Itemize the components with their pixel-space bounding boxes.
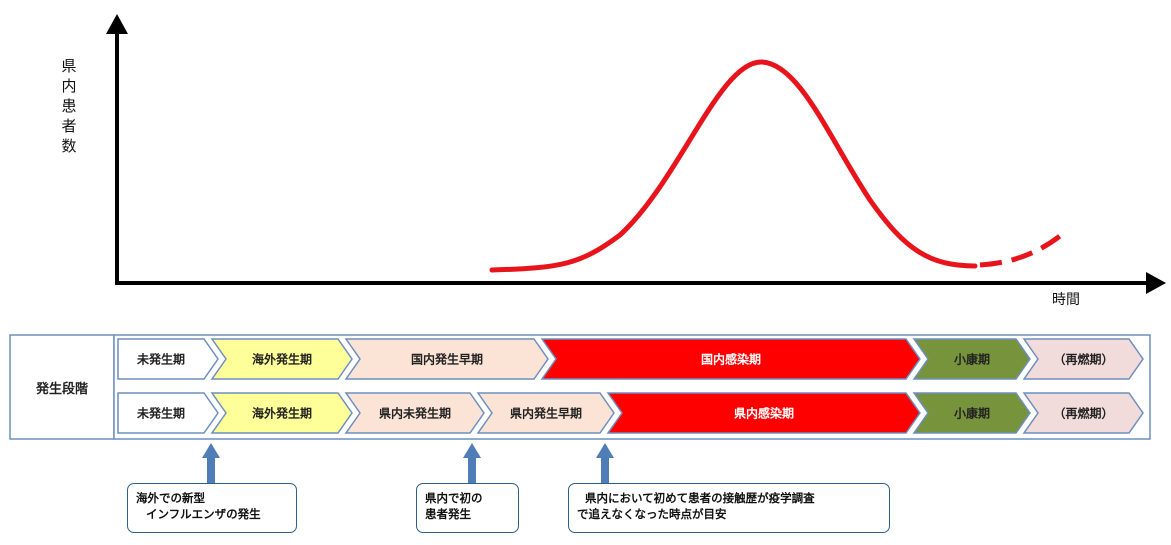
phase-chevron xyxy=(210,392,353,434)
phase-chevron xyxy=(344,392,485,434)
phase-chevron xyxy=(476,392,615,434)
phase-label: 海外発生期 xyxy=(252,352,312,367)
callout-line: 県内において初めて患者の接触歴が疫学調査 xyxy=(585,491,815,505)
callout-arrow-first-case xyxy=(463,443,481,484)
phase-chevron xyxy=(344,338,549,380)
callout-line: 海外での新型 xyxy=(136,491,205,505)
callout-arrow-overseas xyxy=(202,443,220,484)
phase-chevron xyxy=(117,338,219,380)
phase-label: 小康期 xyxy=(954,406,990,421)
axes xyxy=(106,14,1166,294)
phase-label: （再燃期） xyxy=(1053,406,1113,421)
phase-label: 国内感染期 xyxy=(701,352,761,367)
y-axis-arrowhead xyxy=(106,14,128,34)
callout-line: 患者発生 xyxy=(425,507,471,521)
callout-arrows xyxy=(202,443,614,484)
phase-chevron xyxy=(606,392,921,434)
epidemic-curve xyxy=(489,59,978,273)
y-axis-label: 県内患者数 xyxy=(61,57,77,155)
phase-label: 県内未発生期 xyxy=(379,406,451,421)
stage-label: 発生段階 xyxy=(35,381,88,397)
phase-label: 未発生期 xyxy=(136,352,185,367)
phase-chevron xyxy=(117,392,219,434)
callout-line: 県内で初の xyxy=(425,491,483,505)
callout-line: で追えなくなった時点が目安 xyxy=(577,507,727,521)
phase-label: 海外発生期 xyxy=(252,406,312,421)
phase-label: 国内発生早期 xyxy=(411,352,483,367)
callout-untraceable-contacts: 県内において初めて患者の接触歴が疫学調査 で追えなくなった時点が目安 xyxy=(568,483,890,533)
epidemic-curve-resurgence xyxy=(979,234,1062,268)
phase-chevron xyxy=(540,338,921,380)
phase-label: 県内発生早期 xyxy=(510,406,582,421)
phase-chevron xyxy=(1022,392,1144,434)
callout-first-prefecture-case: 県内で初の 患者発生 xyxy=(416,483,519,533)
x-axis-label: 時間 xyxy=(1052,292,1080,308)
callout-overseas-outbreak: 海外での新型 インフルエンザの発生 xyxy=(127,483,297,533)
phase-label: 県内感染期 xyxy=(734,406,794,421)
callout-line: インフルエンザの発生 xyxy=(146,507,261,521)
stage-label-box xyxy=(9,334,115,440)
phase-row-national: 未発生期 海外発生期 国内発生早期 国内感染期 小康期 （再燃期） xyxy=(117,338,1144,380)
phase-chevron xyxy=(912,392,1031,434)
phase-label: 小康期 xyxy=(954,352,990,367)
phase-label: （再燃期） xyxy=(1053,352,1113,367)
phase-row-prefecture: 未発生期 海外発生期 県内未発生期 県内発生早期 県内感染期 小康期 （再燃期） xyxy=(117,392,1144,434)
callout-arrow-untraceable xyxy=(596,443,614,484)
phase-chevron xyxy=(912,338,1031,380)
phase-label: 未発生期 xyxy=(136,406,185,421)
phase-chevron xyxy=(1022,338,1144,380)
x-axis-arrowhead xyxy=(1146,272,1166,294)
phase-chevron xyxy=(210,338,353,380)
